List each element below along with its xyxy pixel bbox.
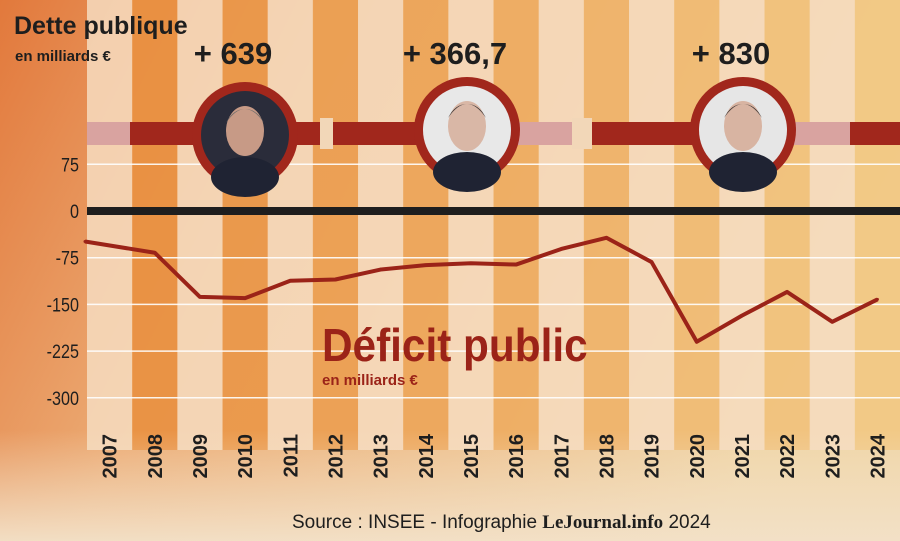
x-tick-label: 2009: [190, 434, 212, 479]
stripe-2024: [854, 0, 900, 450]
data-point-2015: [469, 261, 473, 265]
x-tick-label: 2015: [461, 434, 483, 479]
x-tick-label: 2018: [596, 434, 618, 479]
data-point-2013: [379, 268, 383, 272]
data-point-2010: [243, 296, 247, 300]
x-tick-label: 2020: [687, 434, 709, 479]
stripe-2023: [809, 0, 856, 450]
x-tick-label: 2011: [280, 434, 302, 477]
chart-subtitle: en milliards €: [322, 372, 419, 389]
debt-subtitle: en milliards €: [15, 48, 112, 65]
deficit-series: [83, 235, 879, 344]
stripe-2017: [538, 0, 585, 450]
hair-icon: [448, 104, 486, 118]
source-text: Source : INSEE - Infographie LeJournal.i…: [292, 512, 711, 533]
stripe-2022: [764, 0, 811, 450]
source-year: 2024: [668, 512, 711, 533]
data-point-2024: [875, 297, 879, 301]
hair-icon: [226, 109, 264, 123]
stripe-2010: [222, 0, 269, 450]
stripe-2014: [403, 0, 449, 450]
data-point-2011: [288, 279, 292, 283]
hair-icon: [724, 104, 762, 118]
data-point-2022: [785, 290, 789, 294]
stripe-2019: [629, 0, 675, 450]
stripe-2021: [719, 0, 765, 450]
band-dark-macron-end: [850, 122, 900, 145]
y-tick-label: -225: [47, 341, 79, 363]
stripe-2012: [312, 0, 359, 450]
data-point-2014: [424, 263, 428, 267]
x-tick-label: 2023: [822, 434, 844, 479]
stripe-2011: [267, 0, 314, 450]
bottom-fade: [0, 430, 900, 541]
x-tick-label: 2022: [777, 434, 799, 479]
x-tick-label: 2014: [416, 433, 438, 478]
suit-icon: [433, 152, 501, 192]
data-point-2023: [830, 320, 834, 324]
data-point-2017: [559, 247, 563, 251]
x-tick-label: 2021: [732, 434, 754, 479]
stripe-2009: [177, 0, 223, 450]
zero-line: [87, 207, 900, 215]
brand-name: LeJournal.info: [542, 512, 663, 533]
face-icon: [724, 101, 762, 151]
suit-icon: [709, 152, 777, 192]
x-tick-label: 2013: [371, 434, 393, 479]
source-label: Source : INSEE - Infographie: [292, 512, 537, 533]
data-point-2007: [83, 240, 87, 244]
x-tick-label: 2017: [551, 434, 573, 479]
band-dark-hollande: [333, 122, 433, 145]
y-tick-label: 0: [70, 201, 79, 223]
data-point-2021: [740, 314, 744, 318]
stripe-2013: [358, 0, 404, 450]
x-tick-label: 2019: [642, 434, 664, 479]
band-dark-sarkozy: [130, 122, 210, 145]
x-tick-label: 2024: [867, 433, 889, 478]
x-tick-label: 2008: [145, 434, 167, 479]
stripe-2015: [448, 0, 494, 450]
year-stripes: [87, 0, 900, 450]
portrait-fran-ois-hollande: [414, 77, 520, 192]
data-point-2019: [650, 260, 654, 264]
data-point-2016: [514, 263, 518, 267]
x-tick-label: 2010: [235, 434, 257, 479]
x-axis: 2007 2008 2009 2010 2011 2012 2013 2014 2015 2016…: [100, 433, 890, 478]
x-tick-label: 2007: [100, 434, 122, 479]
x-tick-label: 2016: [506, 434, 528, 479]
x-tick-label: 2012: [325, 434, 347, 479]
y-tick-label: -300: [47, 388, 79, 410]
debt-increase-label: + 830: [692, 36, 770, 71]
face-icon: [226, 106, 264, 156]
y-tick-label: -150: [47, 294, 79, 316]
data-point-2020: [695, 340, 699, 344]
band-gap-2012: [320, 118, 333, 149]
portrait-emmanuel-macron: [690, 77, 796, 192]
suit-icon: [211, 157, 279, 197]
data-point-2008: [153, 251, 157, 255]
portrait-nicolas-sarkozy: [192, 82, 298, 197]
stripe-2008: [132, 0, 178, 450]
y-tick-label: 75: [61, 154, 79, 176]
chart-title: Déficit public: [322, 320, 588, 371]
y-axis: 75 0 -75 -150 -225 -300: [47, 154, 79, 409]
band-gap-2017: [572, 118, 592, 149]
debt-title: Dette publique: [14, 12, 188, 40]
stripe-2007: [87, 0, 133, 450]
stripe-2018: [583, 0, 630, 450]
deficit-line: [84, 235, 879, 344]
face-icon: [448, 101, 486, 151]
debt-increase-label: + 366,7: [403, 36, 507, 71]
debt-increase-label: + 639: [194, 36, 272, 71]
data-point-2018: [604, 236, 608, 240]
stripe-2016: [493, 0, 540, 450]
president-portraits: + 639 + 366,7 + 830: [192, 36, 796, 197]
data-point-2012: [333, 277, 337, 281]
y-tick-label: -75: [56, 247, 80, 269]
data-point-2009: [198, 295, 202, 299]
band-dark-macron: [592, 122, 712, 145]
stripe-2020: [674, 0, 720, 450]
